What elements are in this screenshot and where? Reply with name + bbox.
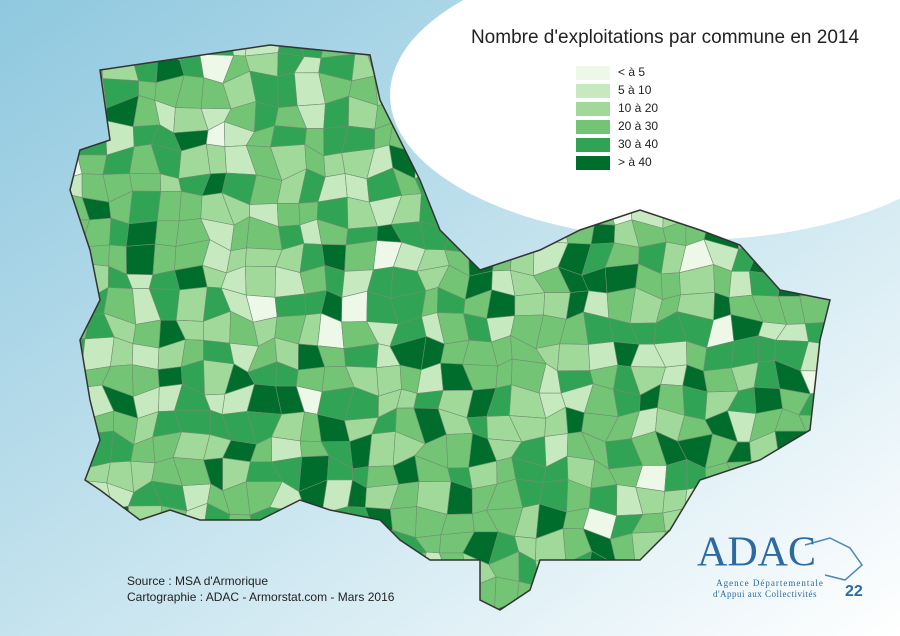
commune (76, 154, 108, 175)
commune (274, 293, 307, 318)
legend-label: 5 à 10 (618, 83, 652, 97)
commune (276, 202, 301, 227)
commune (154, 220, 180, 247)
commune (557, 343, 591, 372)
map-title: Nombre d'exploitations par commune en 20… (471, 27, 860, 48)
logo-line1: Agence Départementale (716, 578, 824, 588)
commune (129, 173, 162, 192)
commune (277, 72, 298, 108)
legend-swatch (576, 66, 610, 80)
logo-line2: d'Appui aux Collectivités (713, 589, 817, 599)
commune (178, 190, 203, 222)
legend-label: 20 à 30 (618, 119, 658, 133)
logo-outline (804, 537, 864, 581)
department-outline (69, 44, 831, 611)
logo-name: ADAC (697, 530, 816, 576)
commune (81, 336, 115, 372)
legend: < à 5 5 à 10 10 à 20 20 à 30 30 à 40 > à 40 (576, 65, 658, 170)
commune (758, 335, 777, 363)
legend-label: 10 à 20 (618, 101, 658, 115)
commune (270, 125, 307, 148)
commune (152, 243, 177, 276)
legend-swatch (576, 138, 610, 152)
commune (323, 152, 346, 178)
commune (245, 265, 277, 298)
source: Source : MSA d'Armorique (127, 574, 268, 588)
commune (590, 223, 616, 245)
commune (132, 319, 162, 349)
commune (175, 286, 208, 322)
commune (682, 385, 708, 421)
legend-label: 30 à 40 (618, 137, 658, 151)
commune (157, 366, 183, 388)
title-panel (390, 0, 900, 240)
commune (344, 240, 378, 272)
commune (446, 432, 473, 469)
legend-swatch (576, 102, 610, 116)
legend-swatch (576, 120, 610, 134)
legend-swatch (576, 84, 610, 98)
commune (157, 190, 182, 222)
commune (728, 270, 753, 298)
commune (125, 220, 158, 247)
commune (543, 292, 571, 320)
legend-label: < à 5 (618, 65, 645, 79)
legend-swatch (576, 156, 610, 170)
logo-number: 22 (845, 583, 863, 600)
commune (125, 243, 156, 276)
legend-label: > à 40 (618, 155, 652, 169)
commune (368, 431, 396, 467)
commune (128, 190, 162, 225)
commune (514, 292, 546, 317)
logo: ADAC Agence Départementale d'Appui aux C… (697, 530, 864, 600)
credits: Cartographie : ADAC - Armorstat.com - Ma… (127, 590, 395, 604)
